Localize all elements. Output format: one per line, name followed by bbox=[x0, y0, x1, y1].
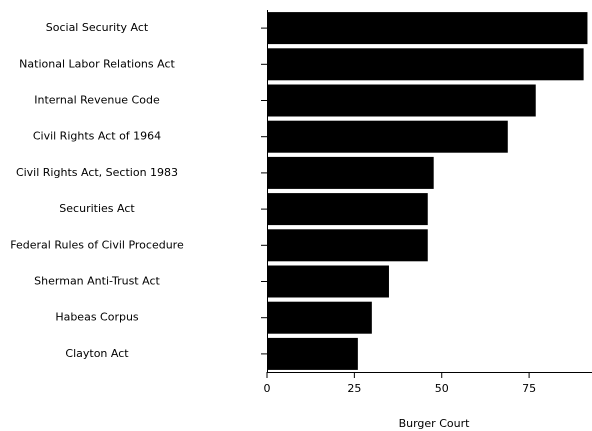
bar bbox=[267, 12, 588, 45]
bar bbox=[267, 156, 434, 189]
bar bbox=[267, 120, 508, 153]
y-tick-label: National Labor Relations Act bbox=[19, 57, 175, 70]
y-tick-label: Civil Rights Act, Section 1983 bbox=[16, 166, 178, 179]
bar bbox=[267, 265, 389, 298]
x-tick-label: 50 bbox=[435, 382, 449, 395]
y-tick-label: Securities Act bbox=[59, 202, 135, 215]
y-tick-label: Sherman Anti-Trust Act bbox=[34, 275, 160, 288]
x-axis-label: Burger Court bbox=[399, 417, 471, 430]
x-tick-label: 25 bbox=[347, 382, 361, 395]
y-tick-label: Civil Rights Act of 1964 bbox=[33, 130, 161, 143]
x-tick-label: 75 bbox=[522, 382, 536, 395]
bar bbox=[267, 229, 428, 262]
y-tick-label: Federal Rules of Civil Procedure bbox=[10, 238, 184, 251]
bar bbox=[267, 301, 372, 334]
bar bbox=[267, 48, 584, 81]
y-tick-label: Internal Revenue Code bbox=[34, 94, 160, 107]
bar bbox=[267, 84, 536, 117]
y-tick-label: Social Security Act bbox=[46, 21, 149, 34]
y-tick-label: Clayton Act bbox=[65, 347, 129, 360]
y-tick-label: Habeas Corpus bbox=[55, 311, 139, 324]
x-tick-label: 0 bbox=[264, 382, 271, 395]
bar bbox=[267, 337, 358, 370]
bar bbox=[267, 193, 428, 226]
